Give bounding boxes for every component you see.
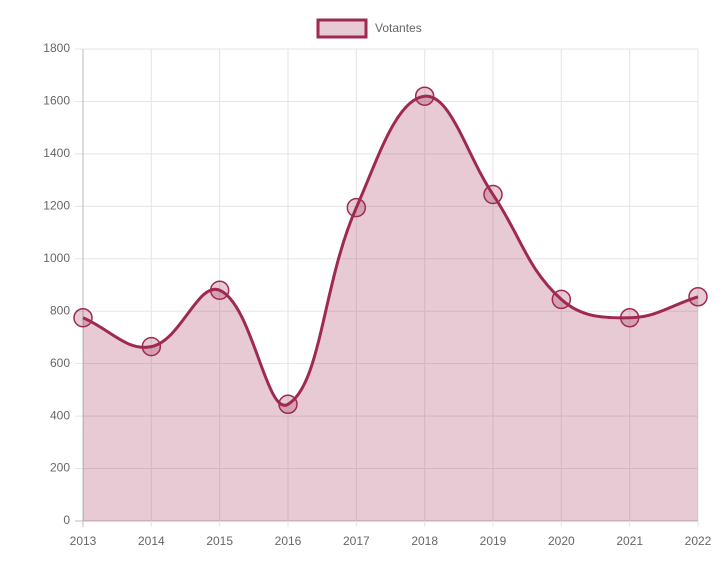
x-tick-label: 2016 xyxy=(275,534,302,548)
y-tick-label: 1600 xyxy=(43,94,70,108)
y-tick-label: 600 xyxy=(50,356,70,370)
point xyxy=(483,184,503,205)
point xyxy=(414,86,435,106)
point xyxy=(346,197,367,218)
point xyxy=(619,308,640,328)
point xyxy=(209,280,230,300)
y-tick-label: 400 xyxy=(50,408,70,422)
point xyxy=(278,394,298,415)
point xyxy=(688,287,708,307)
area xyxy=(83,96,698,521)
point xyxy=(73,308,93,328)
point xyxy=(141,336,162,357)
x-tick-label: 2022 xyxy=(685,534,712,548)
y-tick-label: 1400 xyxy=(43,146,70,160)
legend-swatch xyxy=(316,18,368,39)
x-tick-label: 2020 xyxy=(548,534,575,548)
y-tick-label: 1800 xyxy=(43,41,70,55)
y-tick-label: 1200 xyxy=(43,199,70,213)
x-tick-label: 2014 xyxy=(138,534,165,548)
x-tick-label: 2013 xyxy=(70,534,97,548)
y-tick-label: 200 xyxy=(50,461,70,475)
x-tick-label: 2018 xyxy=(411,534,438,548)
x-tick-label: 2021 xyxy=(616,534,643,548)
x-tick-label: 2019 xyxy=(480,534,507,548)
point xyxy=(551,289,572,310)
y-tick-label: 1000 xyxy=(43,251,70,265)
x-tick-label: 2015 xyxy=(206,534,233,548)
line xyxy=(82,94,699,407)
y-tick-label: 0 xyxy=(63,513,70,527)
x-tick-label: 2017 xyxy=(343,534,370,548)
legend-label: Votantes xyxy=(375,21,422,35)
y-tick-label: 800 xyxy=(50,303,70,317)
